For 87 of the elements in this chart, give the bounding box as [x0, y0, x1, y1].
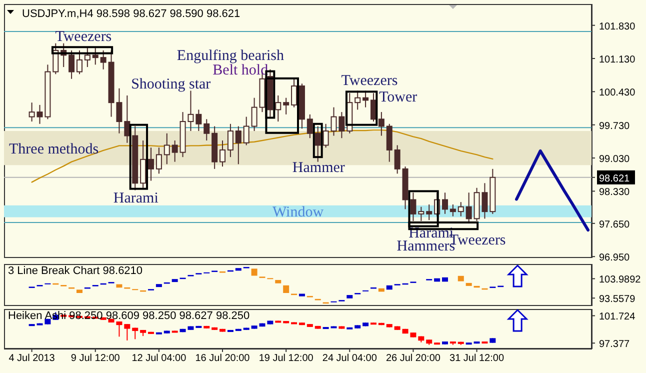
bar: [156, 284, 162, 288]
bar: [275, 280, 282, 284]
bar: [298, 294, 305, 296]
candlestick: [314, 126, 321, 162]
candlestick: [410, 192, 416, 222]
candlestick: [156, 147, 162, 174]
x-tick-label: 24 Jul 04:00: [322, 353, 378, 364]
chart-title: 3 Line Break Chart 98.6210: [8, 265, 143, 277]
y-tick-label: 101.830: [599, 21, 636, 32]
candlestick: [100, 50, 106, 70]
candlestick: [450, 204, 456, 217]
bar: [442, 277, 448, 282]
y-tick-label: 99.730: [599, 120, 630, 132]
candlestick: [92, 48, 98, 66]
line-series: [515, 149, 590, 232]
annotation: Tower: [379, 89, 418, 106]
candlestick: [148, 147, 154, 182]
candlestick: [354, 90, 361, 110]
candlestick: [306, 114, 313, 139]
candlestick: [28, 102, 35, 122]
x-tick-label: 19 Jul 12:00: [258, 353, 314, 364]
bar: [235, 268, 242, 271]
bar: [283, 285, 290, 293]
annotation: Engulfing bearish: [176, 48, 284, 64]
candlestick: [243, 116, 250, 146]
candlestick: [52, 42, 59, 75]
candlestick: [235, 126, 242, 165]
annotation: Hammer: [292, 160, 345, 176]
candlestick: [362, 90, 369, 108]
y-tick-label: 99.030: [599, 154, 630, 166]
candlestick: [442, 192, 448, 214]
y-tick-label: 101.130: [599, 54, 636, 66]
candlestick: [458, 202, 464, 217]
y-tick-label: 97.650: [599, 219, 630, 230]
bar: [76, 290, 82, 293]
x-tick-label: 16 Jul 20:00: [195, 353, 250, 364]
y-tick-label: 101.724: [599, 312, 636, 323]
bar: [466, 282, 472, 286]
x-tick-label: 26 Jul 20:00: [386, 353, 441, 364]
bar: [378, 288, 384, 292]
candlestick: [124, 324, 130, 341]
bar: [251, 268, 258, 276]
y-tick-label: 103.9892: [599, 274, 642, 286]
candlestick: [196, 109, 202, 132]
y-tick-label: 96.950: [599, 252, 630, 264]
x-tick-label: 31 Jul 12:00: [450, 353, 504, 364]
y-tick-label: 97.377: [599, 339, 630, 350]
candlestick: [283, 97, 290, 115]
y-tick-label: 98.621: [599, 173, 630, 184]
candlestick: [76, 50, 82, 75]
candlestick: [172, 140, 178, 162]
candlestick: [204, 118, 210, 141]
candlestick: [466, 192, 472, 224]
annotation: Shooting star: [131, 76, 211, 93]
candlestick: [394, 144, 400, 174]
y-tick-label: 98.330: [599, 187, 630, 198]
y-tick-label: 93.5579: [599, 294, 636, 306]
candlestick: [426, 204, 432, 221]
annotation: Tweezers: [55, 29, 112, 46]
band-label: Window: [272, 204, 324, 221]
bar: [172, 279, 178, 282]
candlestick: [227, 123, 234, 158]
candlestick: [291, 78, 298, 108]
candlestick: [220, 140, 226, 168]
bar: [434, 278, 440, 282]
candlestick: [386, 123, 392, 162]
bar: [116, 284, 122, 288]
bar: [386, 285, 392, 290]
candlestick: [140, 140, 146, 188]
candlestick: [164, 132, 170, 165]
bar: [346, 295, 353, 298]
annotation: Tweezers: [341, 73, 398, 90]
candlestick: [378, 112, 384, 136]
candlestick: [322, 123, 329, 148]
x-tick-label: 4 Jul 2013: [8, 353, 56, 364]
y-tick-label: 100.430: [599, 88, 636, 99]
annotation: Harami: [113, 190, 158, 206]
candlestick: [124, 94, 130, 144]
candlestick: [68, 50, 75, 80]
candlestick: [418, 206, 424, 222]
bar: [458, 276, 464, 282]
chart-title: USDJPY.m,H4 98.598 98.627 98.590 98.621: [22, 8, 240, 20]
x-tick-label: 9 Jul 12:00: [70, 353, 120, 364]
candlestick: [275, 94, 282, 122]
candlestick: [84, 48, 90, 68]
x-tick-label: 12 Jul 04:00: [132, 353, 187, 364]
band-label: Three methods: [9, 141, 99, 158]
